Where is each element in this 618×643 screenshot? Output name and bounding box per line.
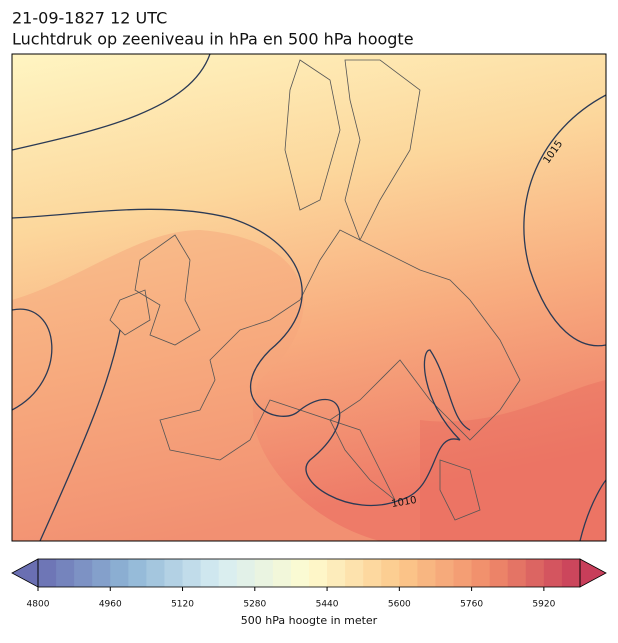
colorbar-segment <box>290 559 310 587</box>
coastlines <box>109 59 521 521</box>
colorbar-segment <box>92 559 111 587</box>
colorbar-segment <box>164 559 184 587</box>
colorbar-segment <box>309 559 328 587</box>
colorbar-tick-label: 4800 <box>27 600 50 610</box>
colorbar-tick-label: 5280 <box>243 600 266 610</box>
colorbar-segment <box>399 559 418 587</box>
colorbar-tick-label: 5920 <box>532 600 555 610</box>
height-band <box>420 380 606 541</box>
colorbar-segment <box>363 559 382 587</box>
colorbar-segment <box>381 559 400 587</box>
colorbar-segment <box>489 559 509 587</box>
colorbar-tick-label: 5600 <box>388 600 411 610</box>
colorbar-segment <box>543 559 563 587</box>
colorbar-segment <box>561 559 581 587</box>
colorbar-segment <box>110 559 129 587</box>
colorbar-segment <box>345 559 364 587</box>
colorbar-tick-label: 5760 <box>460 600 483 610</box>
colorbar-segment <box>327 559 346 587</box>
colorbar-segment <box>74 559 93 587</box>
colorbar-extend-high <box>579 558 607 588</box>
colorbar-label: 500 hPa hoogte in meter <box>241 614 378 627</box>
colorbar-frame <box>37 558 581 588</box>
colorbar-segment <box>218 559 238 587</box>
colorbar-segment <box>38 559 57 587</box>
colorbar-segment <box>56 559 75 587</box>
colorbar-segment <box>507 559 527 587</box>
colorbar-segment <box>435 559 455 587</box>
map-frame <box>11 53 607 542</box>
colorbar-segment <box>525 559 545 587</box>
colorbar-segment <box>146 559 165 587</box>
colorbar-tick-label: 5120 <box>171 600 194 610</box>
map-title: Luchtdruk op zeeniveau in hPa en 500 hPa… <box>12 30 414 49</box>
colorbar: 4800 4960 5120 5280 5440 5600 5760 5920 <box>11 558 607 610</box>
colorbar-segment <box>272 559 292 587</box>
colorbar-segment <box>236 559 256 587</box>
colorbar-tick-label: 4960 <box>99 600 122 610</box>
map-date: 21-09-1827 12 UTC <box>12 9 167 28</box>
colorbar-segment <box>182 559 202 587</box>
isobars <box>12 54 606 541</box>
colorbar-segment <box>417 559 436 587</box>
colorbar-extend-low <box>11 558 39 588</box>
colorbar-segment <box>200 559 220 587</box>
colorbar-segment <box>471 559 491 587</box>
colorbar-segment <box>128 559 147 587</box>
map-area: 1015 1010 <box>12 54 606 541</box>
colorbar-segment <box>453 559 473 587</box>
colorbar-tick-label: 5440 <box>316 600 339 610</box>
colorbar-segment <box>254 559 274 587</box>
isobar-label: 1010 <box>391 495 418 510</box>
